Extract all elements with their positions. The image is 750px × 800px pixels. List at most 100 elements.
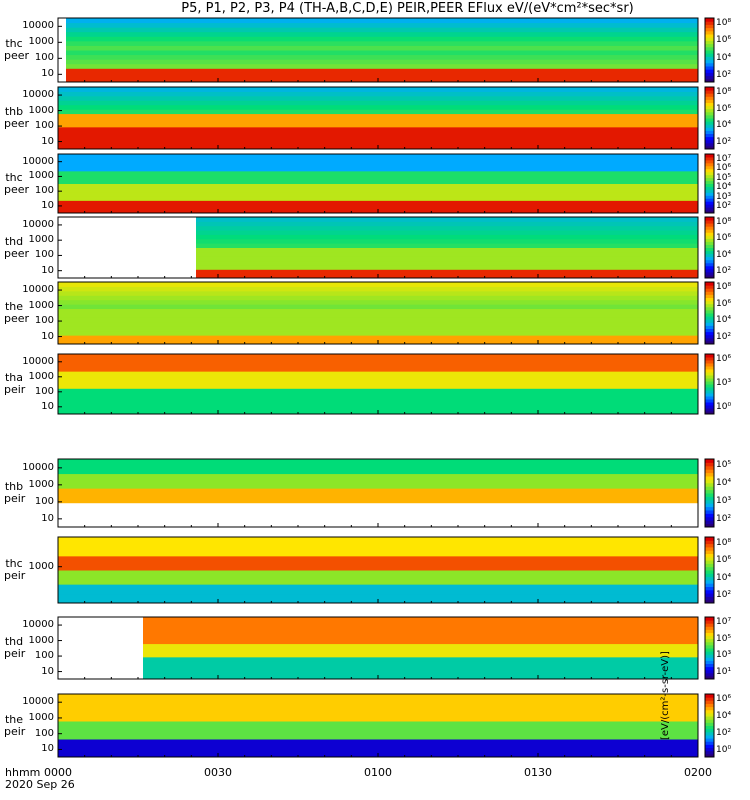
- colorbar-frame: [704, 216, 715, 279]
- colorbar-step: [705, 102, 714, 107]
- colorbar-tick-label: 10⁴: [716, 477, 732, 488]
- colorbar-tick-label: 10²: [716, 514, 732, 525]
- x-axis-label-hhmm: hhmm: [5, 766, 41, 779]
- y-tick-label: 10: [41, 264, 54, 276]
- band: [58, 54, 698, 60]
- colorbar-step: [705, 111, 714, 116]
- band: [58, 31, 698, 37]
- colorbar-step: [705, 93, 714, 97]
- colorbar-step: [705, 563, 714, 568]
- band: [58, 555, 698, 562]
- band: [58, 617, 698, 622]
- colorbar-step: [705, 165, 714, 170]
- colorbar-tick-label: 10²: [716, 69, 732, 80]
- colorbar-step: [705, 405, 714, 409]
- band: [58, 730, 698, 735]
- band: [58, 225, 698, 231]
- colorbar-step: [705, 262, 714, 267]
- colorbar-step: [705, 663, 714, 668]
- colorbar-step: [705, 294, 714, 298]
- band: [58, 512, 698, 518]
- band: [58, 50, 698, 56]
- colorbar-step: [705, 599, 714, 604]
- band: [58, 22, 698, 28]
- colorbar-step: [705, 669, 714, 674]
- band: [58, 643, 698, 649]
- band: [58, 459, 698, 465]
- colorbar-step: [705, 651, 714, 655]
- band: [58, 286, 698, 292]
- colorbar-step: [705, 703, 714, 708]
- band: [58, 321, 698, 327]
- y-tick-label: 100: [34, 120, 54, 132]
- band: [58, 354, 698, 359]
- colorbar-step: [705, 489, 714, 494]
- band: [58, 565, 698, 571]
- colorbar-step: [705, 259, 714, 264]
- band: [58, 670, 698, 676]
- colorbar-step: [705, 503, 714, 508]
- panel-5-ylabel: the peer: [4, 300, 30, 325]
- colorbar-step: [705, 27, 714, 32]
- colorbar-tick-label: 10³: [716, 496, 732, 507]
- band: [58, 282, 698, 287]
- colorbar-step: [705, 50, 714, 54]
- colorbar-tick-label: 10³: [716, 650, 732, 661]
- colorbar-step: [705, 617, 714, 621]
- colorbar-step: [705, 274, 714, 279]
- colorbar-step: [705, 506, 714, 511]
- band: [58, 493, 698, 499]
- colorbar-tick-label: 10⁸: [716, 282, 732, 293]
- y-tick-label: 100: [34, 185, 54, 197]
- band: [58, 72, 698, 78]
- colorbar-tick-label: 10⁸: [716, 87, 732, 98]
- colorbar-1: [704, 17, 715, 83]
- band: [58, 694, 698, 699]
- colorbar-tick-label: 10¹: [716, 666, 732, 677]
- data-gap: [58, 18, 66, 82]
- colorbar-step: [705, 145, 714, 150]
- y-tick-label: 10: [41, 330, 54, 342]
- colorbar-step: [705, 499, 714, 504]
- band: [58, 517, 698, 523]
- colorbar-step: [705, 66, 714, 70]
- band: [58, 109, 698, 115]
- band: [58, 366, 698, 372]
- colorbar-tick-label: 10⁶: [716, 103, 732, 114]
- colorbar-step: [705, 303, 714, 308]
- band: [58, 45, 698, 51]
- band: [58, 36, 698, 42]
- colorbar-step: [705, 372, 714, 376]
- colorbar-tick-label: 10⁸: [716, 18, 732, 29]
- band: [58, 392, 698, 398]
- colorbar-step: [705, 118, 714, 122]
- band: [58, 621, 698, 627]
- colorbar-step: [705, 722, 714, 726]
- colorbar-step: [705, 282, 714, 286]
- band: [58, 126, 698, 132]
- colorbar-step: [705, 366, 714, 370]
- colorbar-step: [705, 244, 714, 248]
- x-tick-label: 0130: [524, 766, 552, 779]
- y-tick-label: 1000: [28, 370, 54, 382]
- panel-3-ylabel: thc peer: [4, 170, 30, 196]
- band: [58, 401, 698, 406]
- band: [58, 639, 698, 645]
- colorbar-step: [705, 183, 714, 187]
- band: [58, 712, 698, 717]
- colorbar-step: [705, 393, 714, 397]
- colorbar-frame: [704, 353, 715, 415]
- colorbar-tick-label: 10²: [716, 265, 732, 276]
- colorbar-step: [705, 220, 714, 224]
- colorbar-step: [705, 709, 714, 714]
- band: [58, 100, 698, 106]
- band: [58, 200, 698, 206]
- band: [58, 183, 698, 189]
- colorbar-frame: [704, 153, 715, 214]
- band: [58, 546, 698, 552]
- colorbar-tick-label: 10⁵: [716, 633, 732, 644]
- colorbar-step: [705, 316, 714, 320]
- band: [58, 652, 698, 658]
- band: [58, 405, 698, 411]
- colorbar-step: [705, 520, 714, 525]
